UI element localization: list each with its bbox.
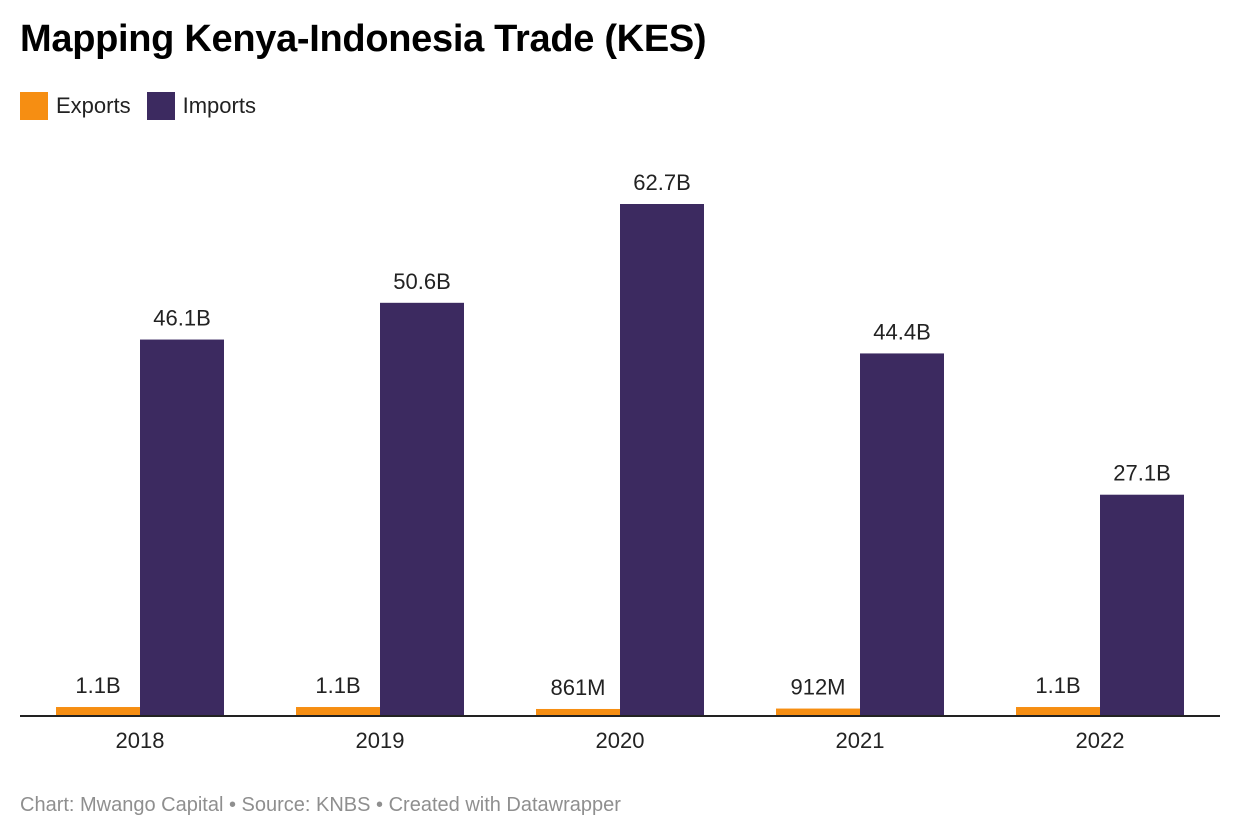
chart-title: Mapping Kenya-Indonesia Trade (KES) [20,18,707,60]
bar-imports-2022 [1100,494,1184,716]
chart-footer: Chart: Mwango Capital • Source: KNBS • C… [20,794,621,816]
data-label-exports-2022: 1.1B [1035,673,1080,698]
legend-label-imports: Imports [182,93,256,118]
bar-exports-2022 [1016,707,1100,716]
bar-imports-2018 [140,339,224,716]
legend-swatch-imports [146,92,175,120]
data-label-exports-2021: 912M [790,675,845,700]
legend-swatch-exports [20,92,48,120]
x-tick-label-2020: 2020 [596,728,645,753]
data-label-imports-2022: 27.1B [1113,461,1171,486]
legend-item-exports: Exports [20,92,131,120]
bar-exports-2018 [56,707,140,716]
legend: Exports Imports [20,92,256,120]
x-tick-label-2018: 2018 [116,728,165,753]
data-label-exports-2020: 861M [550,675,605,700]
data-label-imports-2020: 62.7B [633,170,691,195]
bar-exports-2020 [536,708,620,716]
legend-label-exports: Exports [56,93,131,118]
bar-exports-2021 [776,708,860,716]
x-tick-label-2021: 2021 [836,728,885,753]
x-tick-label-2022: 2022 [1076,728,1125,753]
data-label-exports-2018: 1.1B [75,673,120,698]
x-tick-label-2019: 2019 [356,728,405,753]
data-label-imports-2019: 50.6B [393,269,451,294]
bar-imports-2021 [860,353,944,716]
data-label-imports-2021: 44.4B [873,319,931,344]
data-label-imports-2018: 46.1B [153,306,211,331]
bar-imports-2020 [620,204,704,716]
data-label-exports-2019: 1.1B [315,673,360,698]
bar-imports-2019 [380,302,464,716]
bar-exports-2019 [296,707,380,716]
legend-item-imports: Imports [146,92,256,120]
